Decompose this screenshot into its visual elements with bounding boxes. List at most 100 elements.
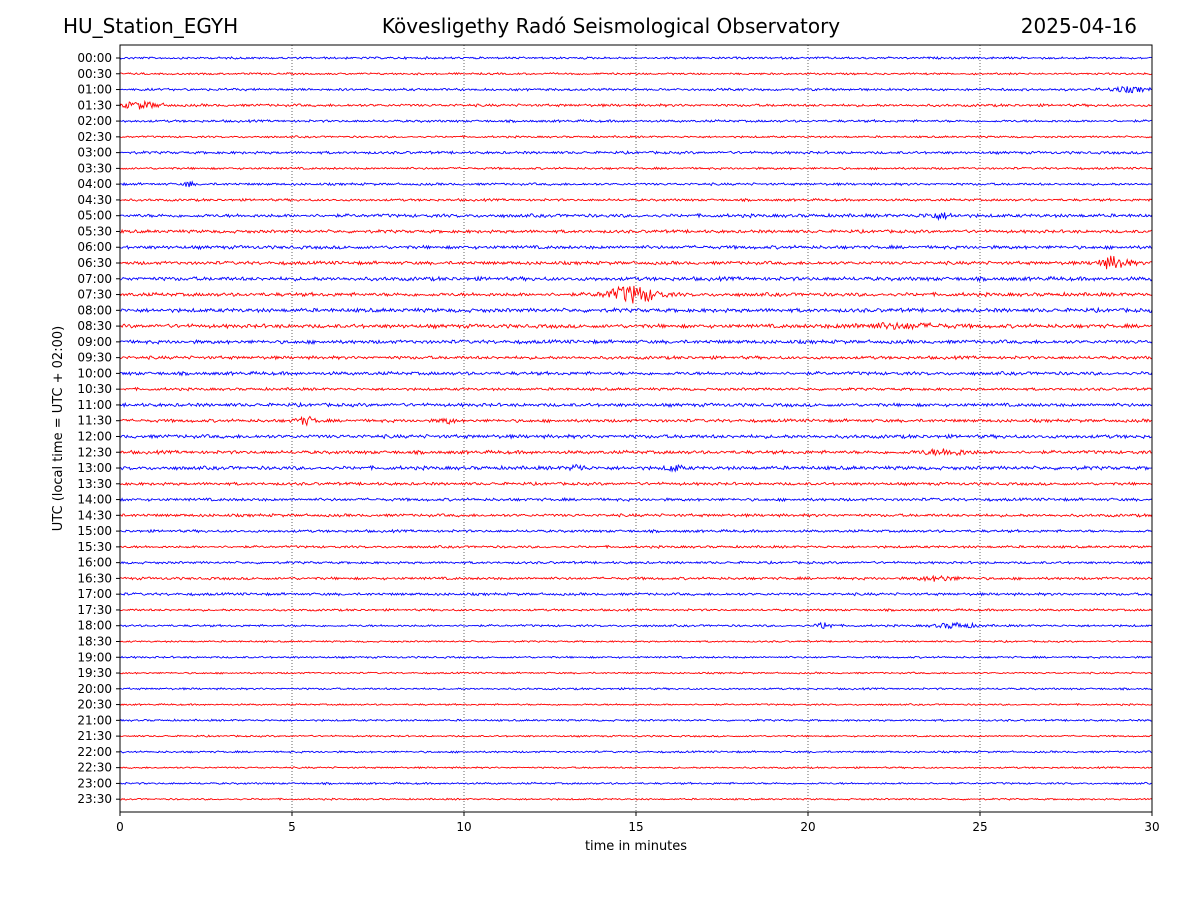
y-tick-label: 21:00 — [77, 713, 112, 727]
y-tick-label: 00:30 — [77, 67, 112, 81]
x-tick-label: 15 — [628, 820, 643, 834]
y-tick-label: 09:00 — [77, 335, 112, 349]
y-tick-label: 10:30 — [77, 382, 112, 396]
trace-0430 — [119, 197, 1153, 203]
trace-1630 — [119, 574, 1153, 583]
trace-1000 — [119, 370, 1153, 377]
trace-1330 — [119, 480, 1153, 487]
trace-1830 — [119, 639, 1153, 644]
trace-2230 — [119, 766, 1153, 770]
y-tick-label: 07:30 — [77, 288, 112, 302]
x-tick-label: 5 — [288, 820, 296, 834]
y-tick-label: 22:00 — [77, 745, 112, 759]
trace-2300 — [119, 781, 1153, 786]
trace-1700 — [119, 591, 1153, 597]
trace-1230 — [119, 448, 1153, 457]
trace-1800 — [119, 621, 1153, 630]
y-tick-label: 19:00 — [77, 650, 112, 664]
trace-0830 — [119, 321, 1153, 331]
y-tick-label: 06:00 — [77, 240, 112, 254]
y-tick-label: 18:00 — [77, 619, 112, 633]
y-tick-label: 18:30 — [77, 634, 112, 648]
y-tick-label: 20:30 — [77, 698, 112, 712]
plot-date: 2025-04-16 — [1020, 14, 1137, 38]
trace-0930 — [119, 354, 1153, 361]
y-axis-label: UTC (local time = UTC + 02:00) — [51, 326, 66, 531]
trace-0330 — [119, 166, 1153, 171]
y-tick-label: 05:30 — [77, 224, 112, 238]
y-tick-label: 17:00 — [77, 587, 112, 601]
y-tick-label: 21:30 — [77, 729, 112, 743]
y-tick-label: 10:00 — [77, 366, 112, 380]
y-tick-label: 08:00 — [77, 303, 112, 317]
y-tick-label: 11:00 — [77, 398, 112, 412]
y-tick-label: 04:30 — [77, 193, 112, 207]
x-axis-label: time in minutes — [585, 839, 687, 854]
trace-1530 — [119, 544, 1153, 549]
trace-0300 — [119, 150, 1153, 155]
y-tick-label: 13:30 — [77, 477, 112, 491]
trace-0900 — [119, 338, 1153, 346]
y-tick-label: 23:00 — [77, 776, 112, 790]
trace-2200 — [119, 750, 1153, 754]
trace-2000 — [119, 687, 1153, 691]
y-tick-label: 15:00 — [77, 524, 112, 538]
y-tick-label: 12:00 — [77, 429, 112, 443]
x-tick-label: 10 — [456, 820, 471, 834]
x-tick-label: 25 — [972, 820, 987, 834]
y-tick-label: 00:00 — [77, 51, 112, 65]
trace-1730 — [119, 607, 1153, 613]
y-tick-label: 16:00 — [77, 556, 112, 570]
y-tick-label: 01:00 — [77, 83, 112, 97]
y-tick-label: 15:30 — [77, 540, 112, 554]
trace-0530 — [119, 228, 1153, 235]
y-tick-label: 13:00 — [77, 461, 112, 475]
trace-1930 — [119, 671, 1153, 675]
y-tick-label: 07:00 — [77, 272, 112, 286]
y-tick-label: 08:30 — [77, 319, 112, 333]
trace-1600 — [119, 560, 1153, 565]
y-tick-label: 14:30 — [77, 508, 112, 522]
y-tick-label: 11:30 — [77, 414, 112, 428]
trace-0030 — [119, 71, 1153, 76]
trace-0130 — [119, 99, 1153, 110]
trace-0230 — [119, 134, 1153, 139]
y-tick-label: 16:30 — [77, 571, 112, 585]
y-tick-label: 09:30 — [77, 351, 112, 365]
y-tick-label: 03:00 — [77, 146, 112, 160]
y-tick-label: 20:00 — [77, 682, 112, 696]
x-tick-label: 20 — [800, 820, 815, 834]
trace-1500 — [119, 528, 1153, 534]
trace-2030 — [119, 702, 1153, 707]
trace-1430 — [119, 512, 1153, 518]
x-tick-label: 30 — [1144, 820, 1159, 834]
y-tick-label: 19:30 — [77, 666, 112, 680]
trace-0100 — [119, 85, 1153, 94]
trace-2100 — [119, 718, 1153, 723]
trace-0800 — [119, 306, 1153, 314]
trace-2330 — [119, 797, 1153, 801]
trace-1030 — [119, 386, 1153, 392]
y-tick-label: 06:30 — [77, 256, 112, 270]
y-tick-label: 02:00 — [77, 114, 112, 128]
trace-0730 — [119, 285, 1153, 304]
trace-0400 — [119, 180, 1153, 188]
y-tick-label: 23:30 — [77, 792, 112, 806]
trace-1300 — [119, 463, 1153, 473]
station-name: HU_Station_EGYH — [63, 14, 239, 38]
trace-1100 — [119, 401, 1153, 408]
trace-1900 — [119, 655, 1153, 660]
trace-2130 — [119, 734, 1153, 738]
y-tick-label: 22:30 — [77, 761, 112, 775]
y-tick-label: 04:00 — [77, 177, 112, 191]
y-tick-label: 01:30 — [77, 98, 112, 112]
x-tick-label: 0 — [116, 820, 124, 834]
y-tick-label: 14:00 — [77, 493, 112, 507]
trace-1400 — [119, 496, 1153, 503]
trace-0200 — [119, 118, 1153, 124]
trace-0000 — [119, 55, 1153, 61]
trace-0500 — [119, 212, 1153, 222]
y-tick-label: 05:00 — [77, 209, 112, 223]
